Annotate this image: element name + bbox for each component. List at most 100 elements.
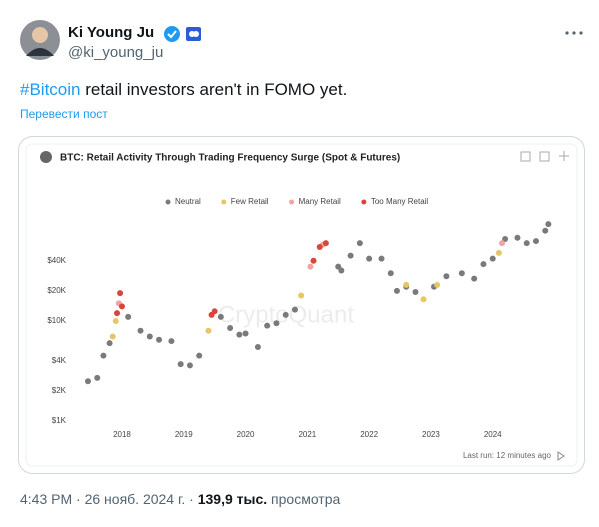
chart-title: BTC: Retail Activity Through Trading Fre… — [60, 153, 400, 164]
data-point — [196, 352, 203, 359]
data-point — [403, 281, 410, 288]
data-point — [186, 362, 193, 369]
data-point — [298, 292, 305, 299]
data-point — [420, 296, 427, 303]
date: 26 нояб. 2024 г. — [84, 491, 186, 507]
more-button[interactable] — [564, 28, 584, 38]
y-tick-label: $10K — [47, 316, 66, 325]
chart-card[interactable]: BTC: Retail Activity Through Trading Fre… — [18, 136, 585, 474]
data-point — [322, 240, 329, 247]
footer: 4:43 PM · 26 нояб. 2024 г. · 139,9 тыс. … — [20, 491, 340, 507]
legend-dot — [221, 199, 227, 205]
data-point — [291, 306, 298, 313]
data-point — [532, 238, 539, 245]
view-count: 139,9 тыс. — [197, 491, 268, 507]
data-point — [227, 325, 234, 332]
views-label: просмотра — [271, 491, 341, 507]
data-point — [117, 290, 124, 297]
tweet-text: #Bitcoin retail investors aren't in FOMO… — [20, 80, 347, 100]
data-point — [378, 255, 385, 262]
data-point — [109, 333, 116, 340]
data-point — [499, 240, 506, 247]
y-tick-label: $1K — [52, 416, 67, 425]
translate-link[interactable]: Перевести пост — [20, 107, 108, 121]
y-tick-label: $4K — [52, 356, 67, 365]
data-point — [356, 240, 363, 247]
data-point — [264, 322, 271, 329]
data-point — [387, 270, 394, 277]
x-tick-label: 2024 — [484, 430, 502, 439]
card-border — [18, 136, 585, 474]
data-point — [254, 343, 261, 350]
x-tick-label: 2019 — [175, 430, 193, 439]
data-point — [471, 275, 478, 282]
data-point — [316, 243, 323, 250]
data-point — [480, 261, 487, 268]
legend-dot — [289, 199, 295, 205]
legend-dot — [165, 199, 171, 205]
data-point — [443, 273, 450, 280]
data-point — [273, 320, 280, 327]
legend-label: Few Retail — [231, 197, 269, 206]
data-point — [458, 270, 465, 277]
tweet-body: retail investors aren't in FOMO yet. — [80, 80, 348, 99]
data-point — [523, 240, 530, 247]
data-point — [112, 318, 119, 324]
data-point — [84, 378, 91, 385]
author-handle[interactable]: @ki_young_ju — [68, 44, 164, 61]
data-point — [545, 221, 552, 228]
separator: · — [76, 491, 81, 507]
data-point — [502, 236, 509, 243]
separator: · — [189, 491, 194, 507]
data-point — [100, 352, 107, 359]
data-point — [118, 303, 125, 310]
data-point — [434, 281, 441, 288]
time: 4:43 PM — [20, 491, 73, 507]
footnote: Last run: 12 minutes ago — [463, 451, 552, 460]
data-point — [156, 336, 163, 343]
data-point — [366, 255, 373, 262]
data-point — [338, 267, 345, 274]
x-tick-label: 2020 — [237, 430, 255, 439]
data-point — [146, 333, 153, 340]
data-point — [242, 330, 249, 337]
x-tick-label: 2023 — [422, 430, 440, 439]
data-point — [514, 234, 521, 241]
data-point — [393, 287, 400, 294]
data-point — [211, 308, 218, 315]
x-tick-label: 2022 — [360, 430, 378, 439]
y-tick-label: $20K — [47, 286, 66, 295]
data-point — [495, 249, 502, 256]
data-point — [217, 313, 224, 320]
data-point — [307, 263, 314, 270]
data-point — [168, 338, 175, 345]
refresh-icon[interactable] — [557, 451, 565, 461]
y-tick-label: $40K — [47, 256, 66, 265]
avatar[interactable] — [20, 20, 60, 60]
legend-dot — [361, 199, 367, 205]
y-tick-label: $2K — [52, 386, 67, 395]
data-point — [125, 313, 132, 320]
data-point — [347, 252, 354, 259]
legend-label: Many Retail — [299, 197, 341, 206]
data-point — [177, 361, 184, 368]
data-point — [412, 288, 419, 295]
title-icon — [40, 151, 52, 163]
data-point — [205, 327, 212, 334]
data-point — [114, 310, 121, 317]
toolbar-icons[interactable] — [520, 151, 569, 162]
author-name[interactable]: Ki Young Ju — [68, 24, 155, 41]
data-point — [137, 327, 144, 334]
chart-frame — [25, 143, 578, 467]
hashtag[interactable]: #Bitcoin — [20, 80, 81, 99]
data-point — [282, 311, 289, 318]
data-point — [489, 255, 496, 262]
data-point — [94, 374, 101, 381]
x-tick-label: 2018 — [113, 430, 131, 439]
data-point — [542, 227, 549, 234]
data-point — [236, 331, 243, 338]
badges — [164, 26, 201, 42]
legend-label: Too Many Retail — [371, 197, 429, 206]
data-point — [106, 340, 113, 347]
